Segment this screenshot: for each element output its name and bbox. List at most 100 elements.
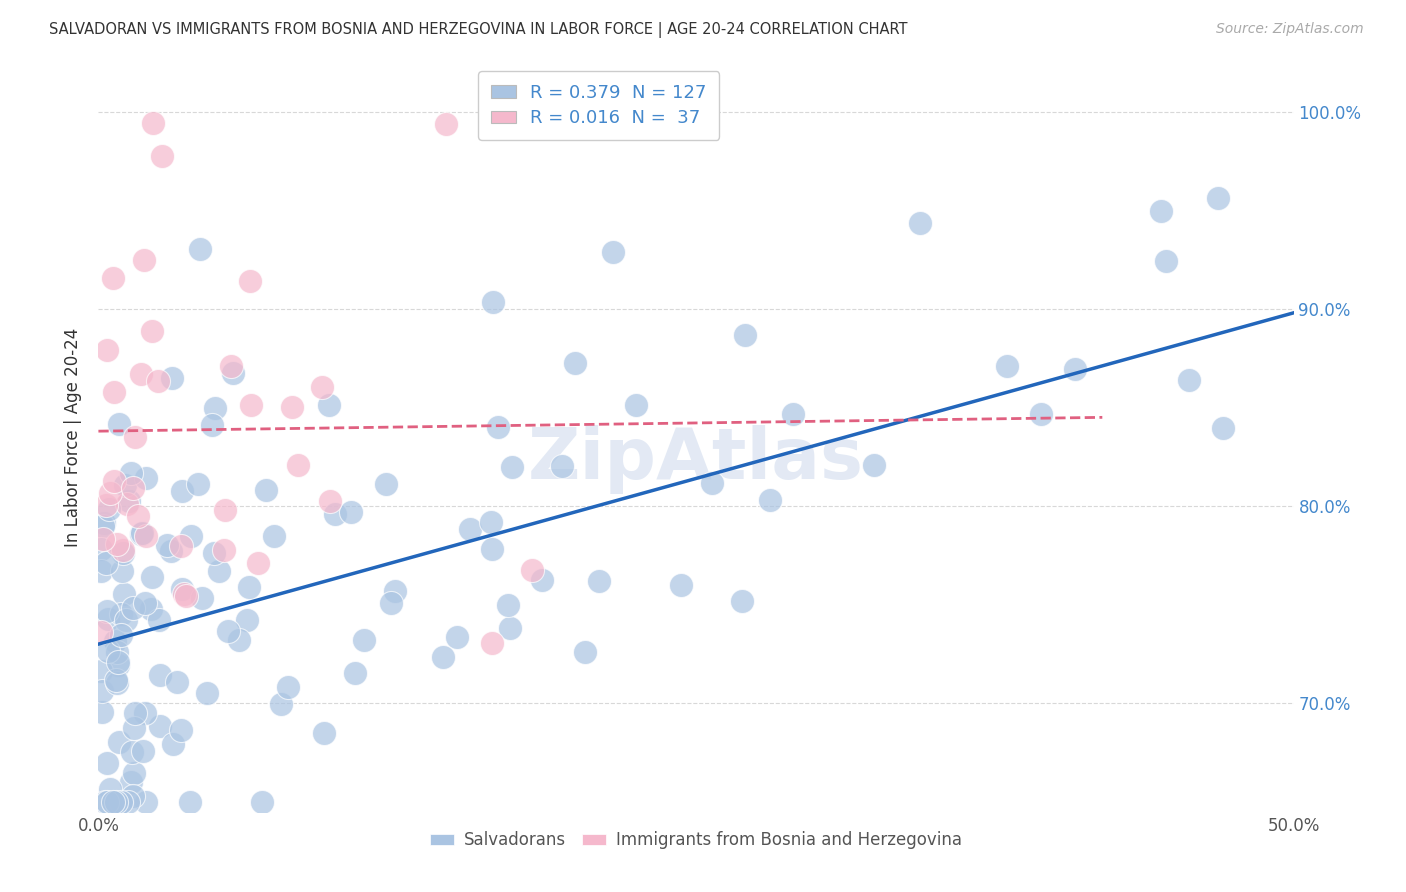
Point [169,723,191,738]
Point [202,546,225,560]
Point [1063,362,1085,376]
Point [434,117,457,131]
Point [254,483,277,497]
Point [111,795,134,809]
Point [110,607,132,621]
Point [222,366,245,380]
Point [214,503,236,517]
Point [115,497,138,511]
Point [90,542,112,557]
Point [148,374,170,388]
Point [170,539,193,553]
Point [344,665,367,680]
Point [114,613,136,627]
Point [104,673,127,687]
Point [134,596,156,610]
Point [105,795,128,809]
Point [110,628,132,642]
Point [501,459,523,474]
Point [574,645,596,659]
Point [162,371,184,385]
Point [135,529,157,543]
Point [551,459,574,474]
Point [499,622,522,636]
Point [141,570,163,584]
Point [731,593,754,607]
Point [247,556,270,570]
Point [162,737,184,751]
Point [108,735,131,749]
Point [179,795,201,809]
Point [111,542,134,557]
Point [107,645,129,659]
Point [624,398,647,412]
Point [90,665,112,679]
Point [103,474,125,488]
Point [380,596,402,610]
Point [127,509,149,524]
Point [96,795,118,809]
Point [208,565,231,579]
Point [353,633,375,648]
Point [98,782,121,797]
Point [149,718,172,732]
Point [129,527,152,541]
Point [236,613,259,627]
Point [759,493,782,508]
Point [148,613,170,627]
Point [384,584,406,599]
Point [496,598,519,612]
Point [105,537,128,551]
Point [104,634,127,648]
Point [188,242,211,256]
Point [1154,253,1177,268]
Point [217,624,239,639]
Point [479,515,502,529]
Point [1029,407,1052,421]
Point [602,245,624,260]
Point [374,476,396,491]
Legend: Salvadorans, Immigrants from Bosnia and Herzegovina: Salvadorans, Immigrants from Bosnia and … [423,824,969,855]
Point [1212,421,1234,435]
Point [312,725,335,739]
Point [105,676,128,690]
Point [150,148,173,162]
Point [117,795,139,809]
Point [195,686,218,700]
Point [219,359,242,374]
Point [281,401,304,415]
Point [481,636,503,650]
Point [120,466,142,480]
Point [91,683,114,698]
Point [287,458,309,472]
Point [173,587,195,601]
Point [91,519,114,533]
Y-axis label: In Labor Force | Age 20-24: In Labor Force | Age 20-24 [65,327,83,547]
Point [1150,203,1173,218]
Point [142,116,165,130]
Point [187,476,209,491]
Point [91,705,114,719]
Point [111,546,134,560]
Point [734,328,756,343]
Point [97,612,120,626]
Text: Source: ZipAtlas.com: Source: ZipAtlas.com [1216,22,1364,37]
Point [124,706,146,721]
Point [172,484,194,499]
Point [340,505,363,519]
Point [176,589,198,603]
Point [318,398,340,412]
Point [135,795,157,809]
Point [134,252,156,267]
Point [98,486,121,500]
Point [238,580,260,594]
Point [94,498,117,512]
Point [107,657,129,672]
Point [239,398,262,412]
Point [191,591,214,605]
Point [239,274,262,288]
Point [141,324,163,338]
Point [1206,191,1229,205]
Point [482,295,505,310]
Point [263,528,285,542]
